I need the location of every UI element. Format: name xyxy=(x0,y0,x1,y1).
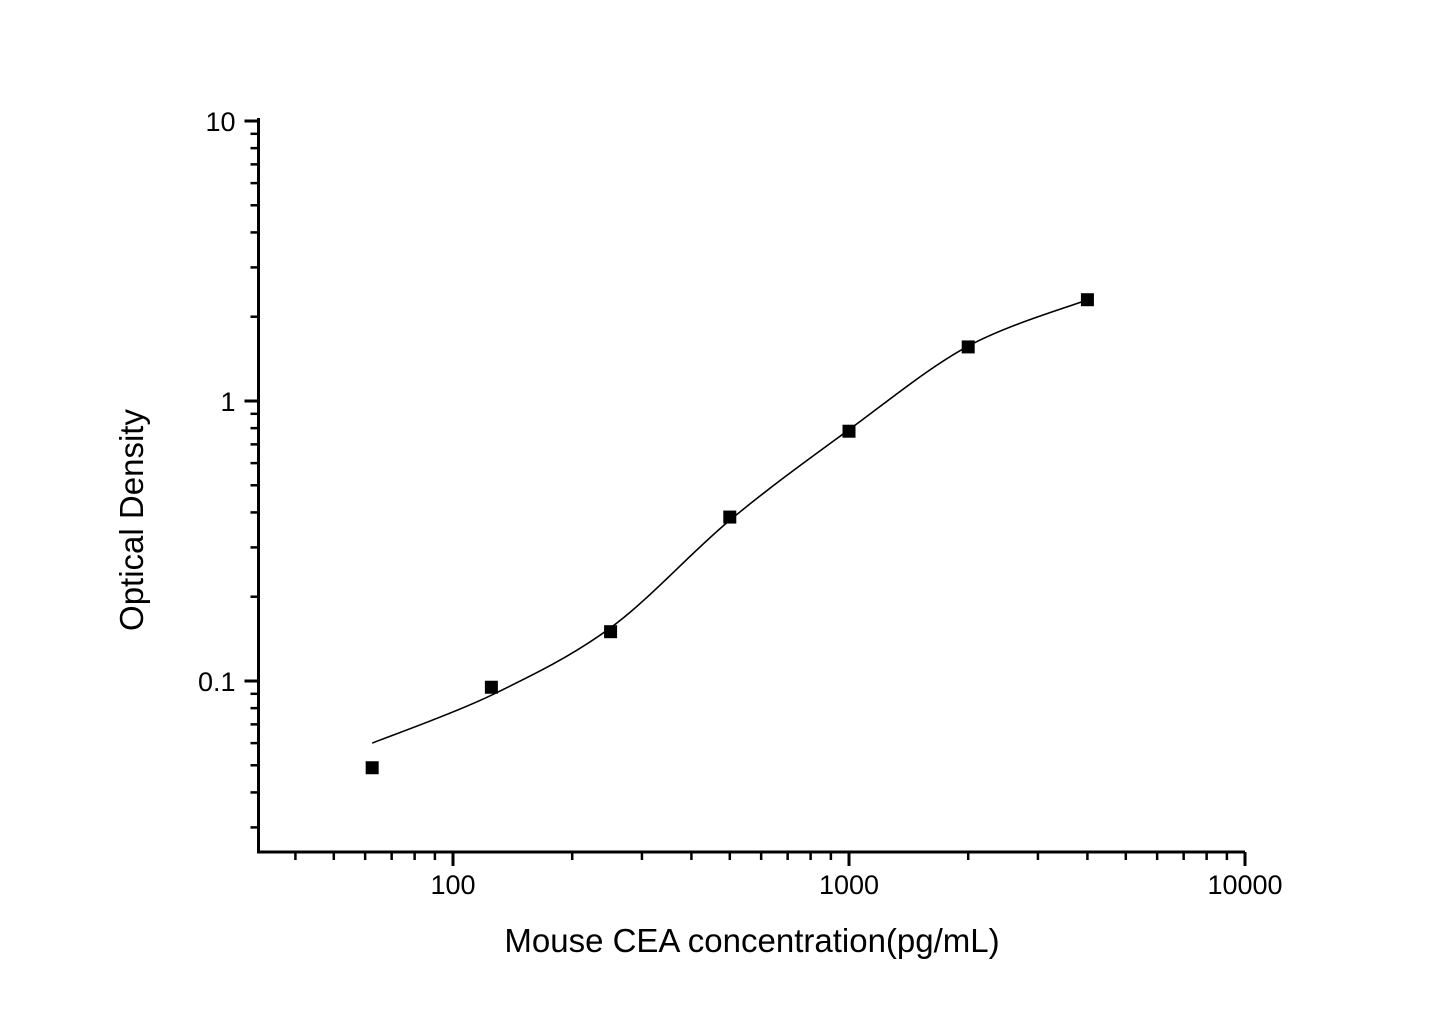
x-tick-label: 1000 xyxy=(819,870,879,900)
data-point-marker xyxy=(723,510,737,524)
data-point-marker xyxy=(1080,293,1094,307)
data-point-marker xyxy=(365,761,379,775)
y-axis-tick-labels: 10 1 0.1 xyxy=(198,107,236,697)
data-point-marker xyxy=(604,625,618,639)
x-axis-major-ticks xyxy=(451,852,1247,866)
axis-spines xyxy=(257,118,1245,854)
data-point-marker xyxy=(961,340,975,354)
x-tick-label: 10000 xyxy=(1207,870,1282,900)
y-axis-title: Optical Density xyxy=(113,409,150,631)
x-axis-tick-labels: 100 1000 10000 xyxy=(430,870,1282,900)
y-tick-label: 1 xyxy=(220,387,235,417)
data-point-markers xyxy=(365,293,1094,775)
x-axis-title: Mouse CEA concentration(pg/mL) xyxy=(504,922,999,959)
data-point-marker xyxy=(842,424,856,438)
y-axis-major-ticks xyxy=(244,119,259,683)
data-point-marker xyxy=(484,680,498,694)
x-tick-label: 100 xyxy=(430,870,475,900)
y-tick-label: 0.1 xyxy=(198,667,236,697)
y-tick-label: 10 xyxy=(205,107,235,137)
